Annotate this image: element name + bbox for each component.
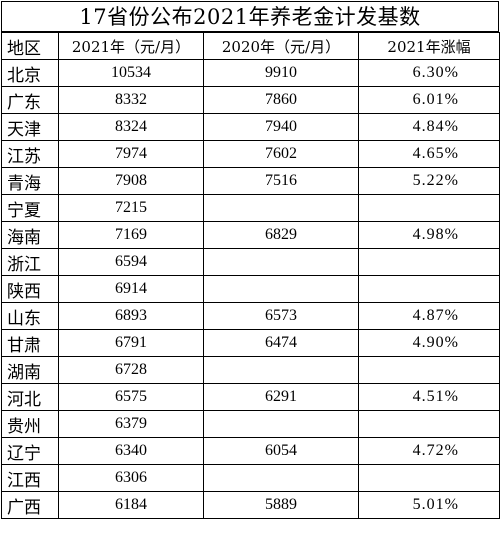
- value-2020-cell: 7940: [203, 113, 359, 141]
- table-row: 广东 8332 7860 6.01%: [1, 86, 500, 114]
- table-row: 江苏 7974 7602 4.65%: [1, 140, 500, 168]
- table-row: 海南 7169 6829 4.98%: [1, 221, 500, 249]
- value-2021-cell: 6914: [58, 275, 204, 303]
- value-2020-cell: 9910: [203, 59, 359, 87]
- value-2021-cell: 6594: [58, 248, 204, 276]
- region-cell: 宁夏: [1, 194, 59, 222]
- value-2021-cell: 6893: [58, 302, 204, 330]
- value-2021-cell: 8324: [58, 113, 204, 141]
- value-2021-cell: 10534: [58, 59, 204, 87]
- growth-cell: 4.72%: [358, 437, 500, 465]
- table-row: 浙江 6594: [1, 248, 500, 276]
- growth-cell: 4.65%: [358, 140, 500, 168]
- table-title: 17省份公布2021年养老金计发基数: [1, 1, 499, 32]
- value-2021-cell: 6184: [58, 491, 204, 519]
- header-2020: 2020年（元/月）: [203, 32, 359, 60]
- header-2021: 2021年（元/月）: [58, 32, 204, 60]
- growth-cell: 5.01%: [358, 491, 500, 519]
- table-row: 天津 8324 7940 4.84%: [1, 113, 500, 141]
- value-2020-cell: 5889: [203, 491, 359, 519]
- region-cell: 河北: [1, 383, 59, 411]
- region-cell: 山东: [1, 302, 59, 330]
- table-row: 宁夏 7215: [1, 194, 500, 222]
- growth-cell: 4.90%: [358, 329, 500, 357]
- growth-cell: 4.51%: [358, 383, 500, 411]
- growth-cell: 4.98%: [358, 221, 500, 249]
- value-2020-cell: 7516: [203, 167, 359, 195]
- region-cell: 广西: [1, 491, 59, 519]
- growth-cell: [358, 410, 500, 438]
- growth-cell: [358, 194, 500, 222]
- header-growth: 2021年涨幅: [358, 32, 500, 60]
- value-2021-cell: 6791: [58, 329, 204, 357]
- value-2020-cell: 7602: [203, 140, 359, 168]
- pension-table: 地区 2021年（元/月） 2020年（元/月） 2021年涨幅 北京 10534…: [1, 32, 500, 519]
- table-row: 辽宁 6340 6054 4.72%: [1, 437, 500, 465]
- region-cell: 贵州: [1, 410, 59, 438]
- region-cell: 北京: [1, 59, 59, 87]
- growth-cell: 6.30%: [358, 59, 500, 87]
- region-cell: 广东: [1, 86, 59, 114]
- growth-cell: [358, 356, 500, 384]
- value-2020-cell: 7860: [203, 86, 359, 114]
- table-row: 河北 6575 6291 4.51%: [1, 383, 500, 411]
- value-2020-cell: [203, 275, 359, 303]
- region-cell: 陕西: [1, 275, 59, 303]
- region-cell: 江西: [1, 464, 59, 492]
- value-2021-cell: 6379: [58, 410, 204, 438]
- value-2021-cell: 7169: [58, 221, 204, 249]
- value-2021-cell: 6306: [58, 464, 204, 492]
- growth-cell: 6.01%: [358, 86, 500, 114]
- header-row: 地区 2021年（元/月） 2020年（元/月） 2021年涨幅: [1, 32, 500, 60]
- region-cell: 青海: [1, 167, 59, 195]
- value-2020-cell: 6291: [203, 383, 359, 411]
- value-2020-cell: [203, 194, 359, 222]
- region-cell: 天津: [1, 113, 59, 141]
- value-2020-cell: [203, 248, 359, 276]
- table-row: 陕西 6914: [1, 275, 500, 303]
- region-cell: 海南: [1, 221, 59, 249]
- value-2020-cell: 6829: [203, 221, 359, 249]
- value-2020-cell: [203, 410, 359, 438]
- value-2020-cell: 6054: [203, 437, 359, 465]
- value-2020-cell: 6573: [203, 302, 359, 330]
- region-cell: 浙江: [1, 248, 59, 276]
- region-cell: 江苏: [1, 140, 59, 168]
- value-2020-cell: [203, 356, 359, 384]
- table-body: 北京 10534 9910 6.30% 广东 8332 7860 6.01% 天津 8324 794…: [1, 59, 500, 519]
- table-row: 广西 6184 5889 5.01%: [1, 491, 500, 519]
- growth-cell: 4.87%: [358, 302, 500, 330]
- value-2020-cell: [203, 464, 359, 492]
- value-2021-cell: 6340: [58, 437, 204, 465]
- value-2021-cell: 6728: [58, 356, 204, 384]
- table-row: 贵州 6379: [1, 410, 500, 438]
- value-2021-cell: 6575: [58, 383, 204, 411]
- region-cell: 甘肃: [1, 329, 59, 357]
- header-region: 地区: [1, 32, 59, 60]
- growth-cell: [358, 275, 500, 303]
- value-2020-cell: 6474: [203, 329, 359, 357]
- table-row: 江西 6306: [1, 464, 500, 492]
- table-row: 甘肃 6791 6474 4.90%: [1, 329, 500, 357]
- table-row: 山东 6893 6573 4.87%: [1, 302, 500, 330]
- growth-cell: [358, 248, 500, 276]
- value-2021-cell: 7908: [58, 167, 204, 195]
- value-2021-cell: 7974: [58, 140, 204, 168]
- table-row: 北京 10534 9910 6.30%: [1, 59, 500, 87]
- growth-cell: [358, 464, 500, 492]
- value-2021-cell: 7215: [58, 194, 204, 222]
- growth-cell: 4.84%: [358, 113, 500, 141]
- value-2021-cell: 8332: [58, 86, 204, 114]
- region-cell: 湖南: [1, 356, 59, 384]
- region-cell: 辽宁: [1, 437, 59, 465]
- table-row: 青海 7908 7516 5.22%: [1, 167, 500, 195]
- growth-cell: 5.22%: [358, 167, 500, 195]
- table-row: 湖南 6728: [1, 356, 500, 384]
